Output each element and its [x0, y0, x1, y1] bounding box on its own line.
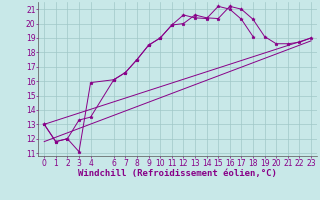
- X-axis label: Windchill (Refroidissement éolien,°C): Windchill (Refroidissement éolien,°C): [78, 169, 277, 178]
